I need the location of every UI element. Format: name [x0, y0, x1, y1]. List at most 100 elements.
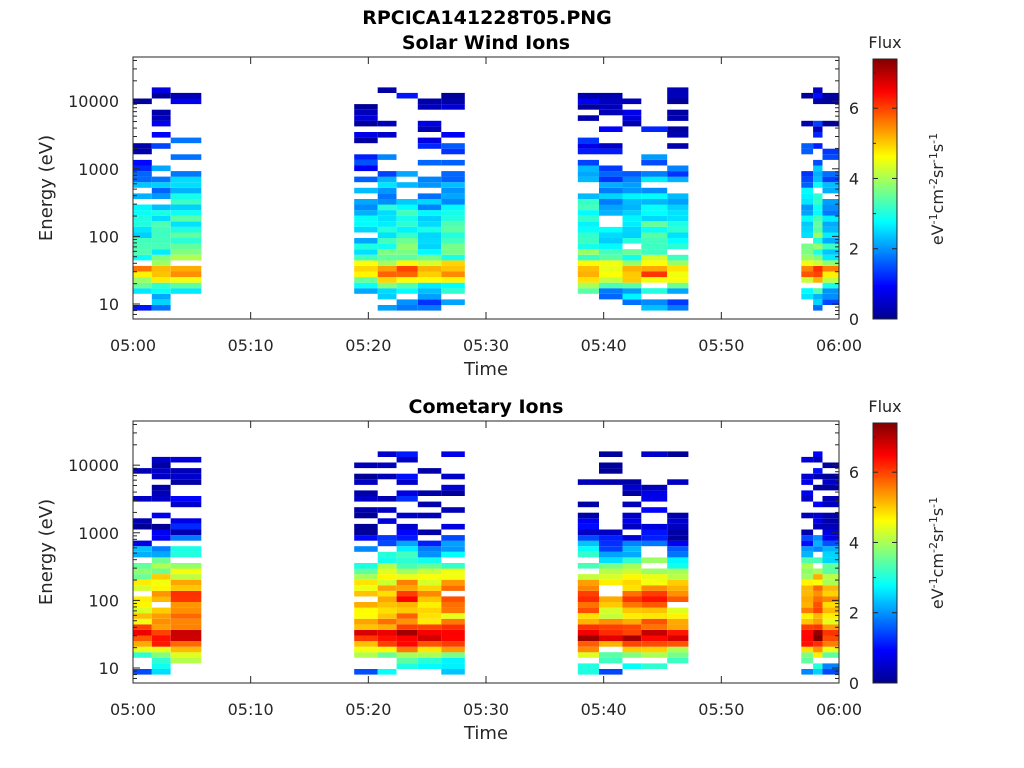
flux-cell [667, 535, 689, 541]
flux-cell [441, 238, 465, 244]
flux-cell [151, 646, 171, 653]
flux-cell [667, 226, 689, 233]
flux-cell [441, 602, 465, 608]
flux-cell [377, 557, 397, 563]
flux-cell [801, 618, 814, 625]
flux-cell [170, 585, 202, 591]
flux-cell [801, 92, 814, 99]
flux-cell [396, 215, 418, 222]
flux-cell [354, 546, 378, 552]
flux-cell [441, 585, 465, 591]
flux-cell [133, 579, 152, 586]
flux-cell [622, 540, 642, 547]
flux-cell [622, 193, 642, 199]
flux-cell [377, 551, 397, 558]
flux-cell [354, 574, 378, 580]
flux-cell [441, 596, 465, 602]
flux-cell [577, 171, 599, 177]
flux-cell [577, 540, 599, 547]
flux-cell [396, 624, 418, 630]
flux-cell [599, 563, 623, 569]
flux-cell [354, 607, 378, 614]
spectrogram-cells [133, 451, 839, 675]
flux-cell [151, 120, 171, 127]
flux-cell [377, 669, 397, 675]
flux-cell [133, 143, 152, 149]
flux-cell [151, 652, 171, 658]
flux-cell [801, 232, 814, 238]
flux-cell [396, 585, 418, 591]
flux-cell [133, 98, 152, 105]
flux-cell [577, 226, 599, 233]
flux-cell [622, 635, 642, 642]
flux-cell [822, 579, 839, 586]
flux-cell [813, 238, 823, 244]
flux-cell [641, 451, 668, 457]
flux-cell [577, 199, 599, 205]
flux-cell [813, 596, 823, 602]
flux-cell [441, 176, 465, 183]
flux-cell [622, 546, 642, 552]
colorbar-tick-label: 6 [849, 99, 859, 118]
flux-cell [396, 92, 418, 99]
flux-cell [396, 254, 418, 261]
flux-cell [170, 154, 202, 160]
flux-cell [170, 568, 202, 575]
x-tick-label: 05:40 [581, 700, 627, 719]
flux-cell [622, 613, 642, 619]
flux-cell [622, 551, 642, 558]
x-tick-label: 05:00 [110, 700, 156, 719]
flux-cell [377, 563, 397, 569]
flux-cell [822, 585, 839, 591]
flux-cell [822, 120, 839, 127]
flux-cell [151, 613, 171, 619]
flux-cell [801, 585, 814, 591]
flux-cell [599, 98, 623, 105]
flux-cell [667, 596, 689, 602]
flux-cell [667, 551, 689, 558]
flux-cell [577, 215, 599, 222]
flux-cell [396, 641, 418, 647]
flux-cell [667, 563, 689, 569]
flux-cell [133, 282, 152, 289]
x-axis-label: Time [463, 723, 508, 744]
flux-cell [170, 238, 202, 244]
flux-cell [622, 641, 642, 647]
flux-cell [667, 618, 689, 625]
flux-cell [151, 299, 171, 305]
flux-cell [641, 596, 668, 602]
flux-cell [667, 87, 689, 93]
flux-cell [354, 199, 378, 205]
flux-cell [641, 271, 668, 278]
flux-cell [577, 137, 599, 144]
flux-cell [133, 546, 152, 552]
flux-cell [622, 226, 642, 233]
flux-cell [170, 641, 202, 647]
flux-cell [441, 243, 465, 250]
flux-cell [599, 204, 623, 211]
flux-cell [354, 243, 378, 250]
x-tick-label: 05:50 [698, 700, 744, 719]
flux-cell [133, 159, 152, 166]
flux-cell [641, 221, 668, 227]
flux-cell [599, 165, 623, 172]
flux-cell [801, 590, 814, 597]
flux-cell [396, 451, 418, 457]
flux-cell [417, 176, 442, 183]
flux-cell [396, 271, 418, 278]
flux-cell [396, 305, 418, 311]
flux-cell [667, 143, 689, 149]
flux-cell [396, 596, 418, 602]
flux-cell [813, 624, 823, 630]
flux-cell [151, 243, 171, 250]
flux-cell [377, 221, 397, 227]
flux-cell [667, 282, 689, 289]
flux-cell [801, 187, 814, 194]
flux-cell [354, 187, 378, 194]
flux-cell [577, 579, 599, 586]
flux-cell [599, 226, 623, 233]
flux-cell [577, 652, 599, 658]
flux-cell [577, 115, 599, 121]
flux-cell [599, 288, 623, 294]
flux-cell [801, 596, 814, 602]
